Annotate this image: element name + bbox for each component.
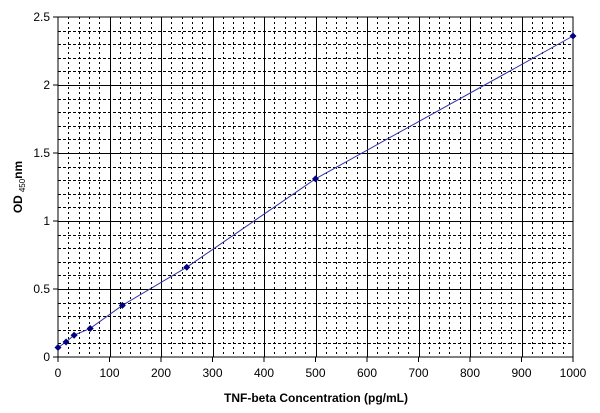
- x-tick-label: 0: [55, 366, 62, 380]
- y-tick-label: 2.5: [33, 10, 50, 24]
- y-axis-title: OD 450nm: [11, 161, 27, 213]
- data-point-diamond-icon: [118, 301, 126, 309]
- series-line: [57, 35, 574, 348]
- x-axis-title: TNF-beta Concentration (pg/mL): [224, 391, 408, 405]
- y-tick-label: 2: [43, 78, 50, 92]
- y-axis-title-subscript: 450: [18, 178, 27, 192]
- data-point-diamond-icon: [86, 324, 94, 332]
- y-tick-label: 0: [43, 350, 50, 364]
- minor-gridlines: [58, 17, 573, 357]
- x-tick-label: 400: [254, 366, 274, 380]
- x-tick-label: 500: [305, 366, 325, 380]
- data-markers: [54, 32, 577, 351]
- y-axis-ticks: 0 0.5 1 1.5 2 2.5: [33, 10, 58, 364]
- major-gridlines: [58, 17, 573, 357]
- x-tick-label: 200: [151, 366, 171, 380]
- x-tick-label: 900: [511, 366, 531, 380]
- svg-text:OD450nm: OD 450nm: [11, 161, 27, 213]
- x-tick-label: 800: [460, 366, 480, 380]
- data-point-diamond-icon: [70, 331, 78, 339]
- data-point-diamond-icon: [54, 343, 62, 351]
- data-point-diamond-icon: [183, 263, 191, 271]
- y-axis-title-suffix: nm: [11, 161, 25, 179]
- x-tick-label: 700: [408, 366, 428, 380]
- data-point-diamond-icon: [62, 338, 70, 346]
- y-tick-label: 1.5: [33, 146, 50, 160]
- data-point-diamond-icon: [312, 175, 319, 183]
- x-tick-label: 1000: [560, 366, 587, 380]
- data-point-diamond-icon: [569, 32, 577, 40]
- y-axis-title-main: OD: [11, 195, 25, 213]
- x-tick-label: 300: [202, 366, 222, 380]
- plot-area-border: [57, 16, 574, 358]
- x-tick-label: 100: [99, 366, 119, 380]
- x-axis-ticks: 0 100 200 300 400 500 600 700 800 900 1000: [55, 357, 587, 380]
- y-tick-label: 0.5: [33, 282, 50, 296]
- y-tick-label: 1: [43, 214, 50, 228]
- x-tick-label: 600: [357, 366, 377, 380]
